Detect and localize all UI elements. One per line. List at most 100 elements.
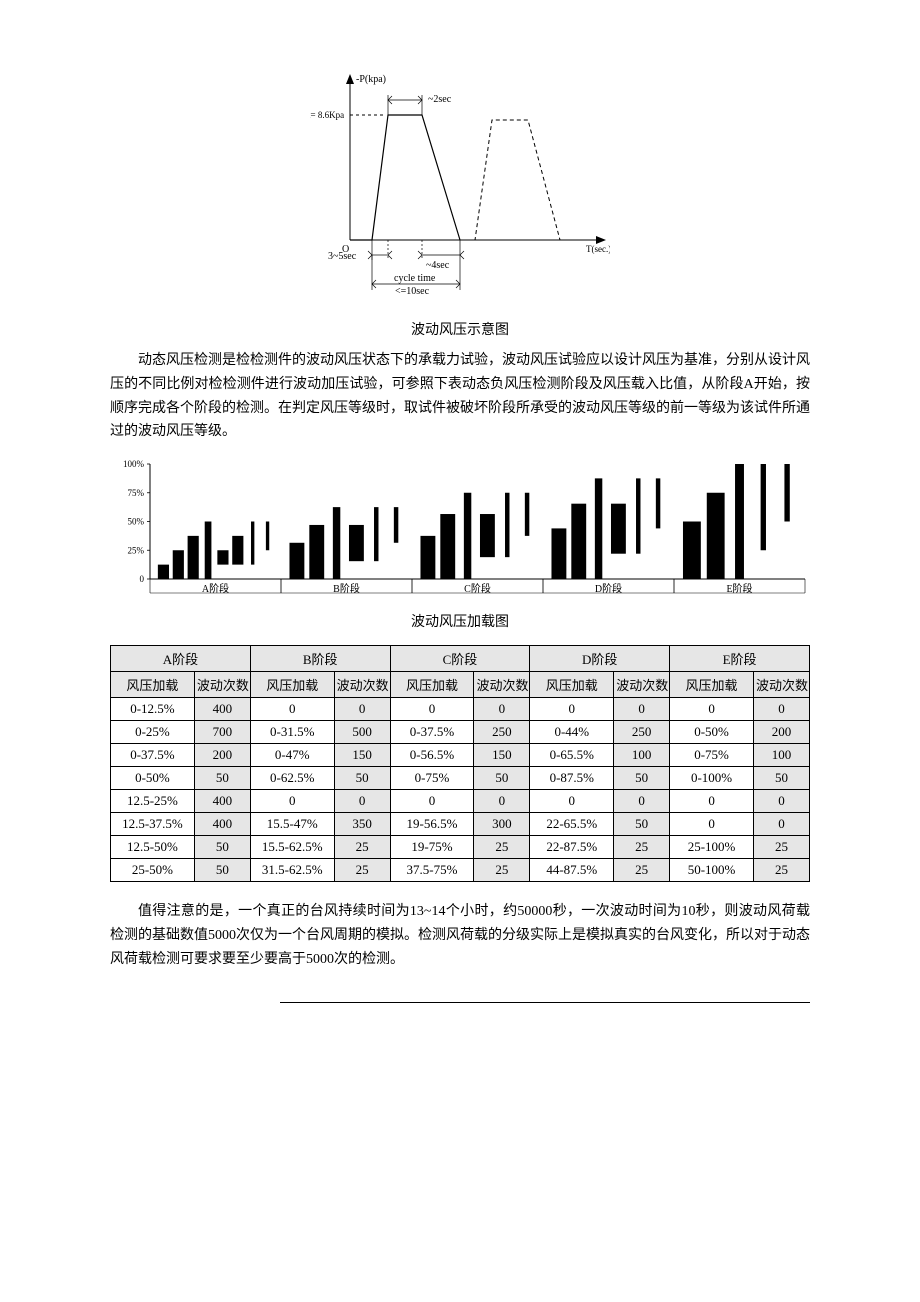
sub-load: 风压加载: [390, 672, 474, 698]
sub-count: 波动次数: [614, 672, 670, 698]
cell-load: 19-75%: [390, 836, 474, 859]
fall-duration: ~4sec: [426, 260, 450, 271]
cell-load: 37.5-75%: [390, 859, 474, 882]
waveform-diagram: -P(kpa) T(sec.) O Pmax= 8.6Kpa ~2sec 3~5…: [110, 60, 810, 315]
cell-load: 0: [530, 698, 614, 721]
cell-load: 0-56.5%: [390, 744, 474, 767]
cell-load: 0-75%: [670, 744, 754, 767]
table-header-row-2: 风压加载 波动次数 风压加载 波动次数 风压加载 波动次数 风压加载 波动次数 …: [111, 672, 810, 698]
cell-count: 300: [474, 813, 530, 836]
cell-count: 0: [614, 790, 670, 813]
paragraph-1: 动态风压检测是检检测件的波动风压状态下的承载力试验，波动风压试验应以设计风压为基…: [110, 349, 810, 444]
cell-count: 50: [194, 836, 250, 859]
cell-load: 12.5-37.5%: [111, 813, 195, 836]
sub-count: 波动次数: [334, 672, 390, 698]
cell-count: 500: [334, 721, 390, 744]
cell-count: 25: [334, 836, 390, 859]
cell-load: 12.5-25%: [111, 790, 195, 813]
cell-count: 50: [194, 767, 250, 790]
y-tick-label: 50%: [128, 517, 145, 527]
table-row: 0-25%7000-31.5%5000-37.5%2500-44%2500-50…: [111, 721, 810, 744]
cell-load: 15.5-47%: [250, 813, 334, 836]
cycle-label-2: <=10sec: [395, 286, 430, 297]
table-row: 0-37.5%2000-47%1500-56.5%1500-65.5%1000-…: [111, 744, 810, 767]
sub-load: 风压加载: [530, 672, 614, 698]
sub-load: 风压加载: [111, 672, 195, 698]
y-tick-label: 75%: [128, 488, 145, 498]
cell-load: 0: [250, 698, 334, 721]
cell-load: 0-31.5%: [250, 721, 334, 744]
y-tick-label: 100%: [123, 459, 145, 469]
cell-count: 0: [614, 698, 670, 721]
y-axis-label: -P(kpa): [356, 74, 386, 85]
footer-rule: [280, 1002, 810, 1003]
cell-count: 25: [474, 836, 530, 859]
cell-count: 0: [334, 790, 390, 813]
cell-count: 50: [754, 767, 810, 790]
cell-count: 200: [754, 721, 810, 744]
cell-load: 0-47%: [250, 744, 334, 767]
cell-load: 0-100%: [670, 767, 754, 790]
table-row: 12.5-50%5015.5-62.5%2519-75%2522-87.5%25…: [111, 836, 810, 859]
y-tick-label: 25%: [128, 545, 145, 555]
cell-count: 0: [754, 813, 810, 836]
cell-count: 0: [754, 790, 810, 813]
cell-load: 0-75%: [390, 767, 474, 790]
stage-header: B阶段: [250, 646, 390, 672]
cell-count: 0: [474, 790, 530, 813]
cell-load: 44-87.5%: [530, 859, 614, 882]
cell-load: 0: [390, 698, 474, 721]
sub-load: 风压加载: [250, 672, 334, 698]
diagram1-caption: 波动风压示意图: [110, 319, 810, 339]
cell-load: 0: [250, 790, 334, 813]
cell-load: 22-65.5%: [530, 813, 614, 836]
cell-count: 0: [754, 698, 810, 721]
cell-load: 0: [670, 813, 754, 836]
cell-load: 0: [530, 790, 614, 813]
cell-load: 31.5-62.5%: [250, 859, 334, 882]
sub-count: 波动次数: [194, 672, 250, 698]
cell-count: 150: [334, 744, 390, 767]
sub-count: 波动次数: [754, 672, 810, 698]
cell-count: 50: [614, 813, 670, 836]
cell-load: 0-44%: [530, 721, 614, 744]
table-row: 25-50%5031.5-62.5%2537.5-75%2544-87.5%25…: [111, 859, 810, 882]
table-row: 12.5-25%40000000000: [111, 790, 810, 813]
sub-load: 风压加载: [670, 672, 754, 698]
waveform-svg: -P(kpa) T(sec.) O Pmax= 8.6Kpa ~2sec 3~5…: [310, 60, 610, 310]
cell-count: 0: [334, 698, 390, 721]
loading-chart: 025%50%75%100%A阶段B阶段C阶段D阶段E阶段: [110, 454, 810, 609]
cell-load: 0: [670, 790, 754, 813]
cell-count: 350: [334, 813, 390, 836]
table-row: 0-50%500-62.5%500-75%500-87.5%500-100%50: [111, 767, 810, 790]
cell-count: 400: [194, 698, 250, 721]
chart-caption: 波动风压加载图: [110, 611, 810, 631]
sub-count: 波动次数: [474, 672, 530, 698]
paragraph-2: 值得注意的是，一个真正的台风持续时间为13~14个小时，约50000秒，一次波动…: [110, 900, 810, 971]
cell-load: 0-25%: [111, 721, 195, 744]
cell-load: 0: [670, 698, 754, 721]
cell-load: 0-37.5%: [390, 721, 474, 744]
cell-load: 0-37.5%: [111, 744, 195, 767]
cell-count: 0: [474, 698, 530, 721]
cell-count: 400: [194, 790, 250, 813]
cell-count: 25: [474, 859, 530, 882]
cell-count: 150: [474, 744, 530, 767]
stage-header: C阶段: [390, 646, 530, 672]
cell-load: 0-87.5%: [530, 767, 614, 790]
cell-count: 50: [334, 767, 390, 790]
cell-load: 15.5-62.5%: [250, 836, 334, 859]
table-header-row-1: A阶段 B阶段 C阶段 D阶段 E阶段: [111, 646, 810, 672]
cell-count: 400: [194, 813, 250, 836]
cell-load: 0-50%: [670, 721, 754, 744]
loading-chart-svg: 025%50%75%100%A阶段B阶段C阶段D阶段E阶段: [110, 454, 810, 604]
cell-load: 25-100%: [670, 836, 754, 859]
x-axis-label: T(sec.): [586, 244, 610, 254]
cell-count: 100: [614, 744, 670, 767]
cell-load: 50-100%: [670, 859, 754, 882]
cell-count: 50: [474, 767, 530, 790]
phase-table: A阶段 B阶段 C阶段 D阶段 E阶段 风压加载 波动次数 风压加载 波动次数 …: [110, 645, 810, 882]
cell-count: 250: [614, 721, 670, 744]
cell-count: 100: [754, 744, 810, 767]
cell-load: 0-50%: [111, 767, 195, 790]
